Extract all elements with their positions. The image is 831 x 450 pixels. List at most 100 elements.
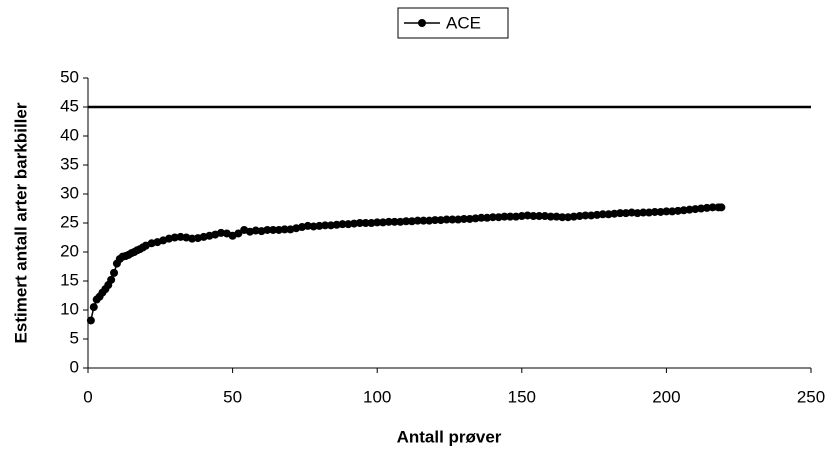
data-point [338, 220, 347, 229]
data-point [512, 212, 521, 221]
data-point [448, 215, 457, 224]
data-point [107, 275, 116, 284]
data-point [269, 225, 278, 234]
data-point [627, 208, 636, 217]
data-point [656, 207, 665, 216]
data-point [234, 229, 243, 238]
legend-marker [418, 19, 426, 27]
data-point [419, 216, 428, 225]
data-point [558, 213, 567, 222]
data-point [170, 233, 179, 242]
data-point [564, 213, 573, 222]
data-point [598, 210, 607, 219]
x-tick-label: 250 [797, 387, 825, 406]
x-axis-title: Antall prøver [397, 427, 502, 446]
data-point [402, 217, 411, 226]
data-point [645, 208, 654, 217]
y-axis-title: Estimert antall arter barkbiller [11, 102, 30, 343]
data-point [633, 209, 642, 218]
data-point [523, 211, 532, 220]
y-tick-label: 30 [60, 183, 79, 202]
data-point [529, 212, 538, 221]
data-point [546, 212, 555, 221]
data-point [668, 207, 677, 216]
data-point [436, 216, 445, 225]
data-point [309, 222, 318, 231]
y-tick-label: 15 [60, 270, 79, 289]
data-point [465, 214, 474, 223]
data-point [471, 214, 480, 223]
y-tick-label: 45 [60, 96, 79, 115]
data-point [552, 212, 561, 221]
data-point [407, 217, 416, 226]
data-point [506, 212, 515, 221]
data-point [587, 211, 596, 220]
data-point [384, 217, 393, 226]
data-point [355, 219, 364, 227]
data-point [390, 217, 399, 226]
data-point [263, 225, 272, 234]
x-tick-label: 150 [508, 387, 536, 406]
data-point [697, 204, 706, 213]
y-tick-label: 50 [60, 67, 79, 86]
x-tick-label: 0 [83, 387, 92, 406]
x-tick-label: 50 [223, 387, 242, 406]
y-tick-label: 35 [60, 154, 79, 173]
data-point [378, 218, 387, 227]
data-point [110, 268, 119, 277]
data-point [326, 221, 335, 230]
data-point [575, 212, 584, 221]
data-point [717, 203, 726, 212]
data-point [373, 218, 382, 227]
data-point [274, 225, 283, 234]
y-tick-label: 10 [60, 299, 79, 318]
y-tick-label: 25 [60, 212, 79, 231]
data-point [396, 217, 405, 226]
data-point [592, 210, 601, 219]
data-point [431, 216, 440, 225]
data-point [367, 219, 376, 227]
data-point [702, 203, 711, 212]
data-point [685, 205, 694, 214]
data-point [662, 207, 671, 216]
data-point [459, 214, 468, 223]
data-point [251, 226, 260, 235]
data-point [442, 215, 451, 224]
data-point [679, 206, 688, 215]
y-tick-label: 0 [70, 357, 79, 376]
data-point [616, 209, 625, 218]
legend-label: ACE [446, 13, 481, 32]
data-point [315, 221, 324, 230]
data-point [280, 225, 289, 234]
data-point [321, 221, 330, 230]
data-point [332, 220, 341, 229]
data-point [650, 207, 659, 216]
data-point [569, 212, 578, 221]
data-point [361, 219, 370, 227]
data-point [639, 208, 648, 217]
data-point [494, 213, 503, 222]
data-point [673, 206, 682, 215]
data-point [621, 209, 630, 218]
data-point [176, 232, 185, 241]
data-point [604, 210, 613, 219]
data-point [691, 205, 700, 214]
x-tick-label: 100 [363, 387, 391, 406]
data-point [86, 316, 95, 325]
data-point [454, 215, 463, 224]
data-point [540, 212, 549, 221]
data-point [535, 212, 544, 221]
data-point [425, 216, 434, 225]
data-point [708, 203, 717, 212]
data-point [517, 212, 526, 221]
data-point [217, 228, 226, 237]
data-point [610, 209, 619, 218]
y-tick-label: 5 [70, 328, 79, 347]
data-point [413, 216, 422, 225]
data-point [188, 234, 197, 243]
data-point [477, 213, 486, 222]
y-tick-label: 20 [60, 241, 79, 260]
data-point [483, 213, 492, 222]
x-tick-label: 200 [652, 387, 680, 406]
